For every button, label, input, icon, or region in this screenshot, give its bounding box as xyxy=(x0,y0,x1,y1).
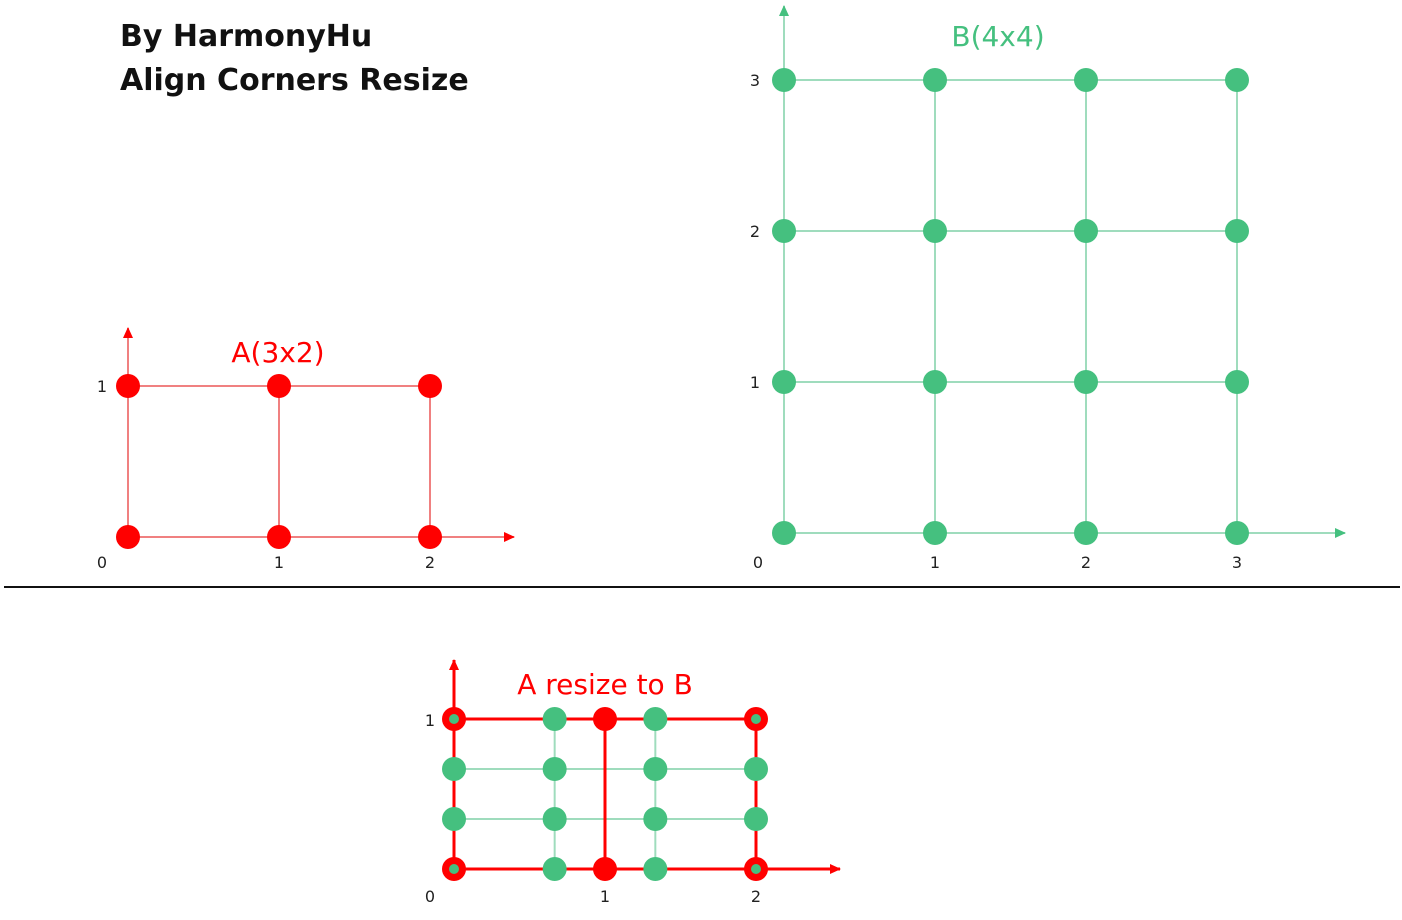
grid_resize-b-point xyxy=(744,807,768,831)
grid_resize-b-point xyxy=(542,707,567,731)
grid-a: 0 1 2 1 A(3x2) xyxy=(97,327,515,572)
grid_a-y-tick: 1 xyxy=(97,377,107,396)
grid_resize-x-tick: 2 xyxy=(751,887,761,906)
grid-b-axes xyxy=(779,5,1346,538)
diagram-title: Align Corners Resize xyxy=(120,63,469,98)
grid_b-point xyxy=(1074,68,1098,92)
grid-b-lines xyxy=(784,79,1238,533)
grid_b-point xyxy=(772,521,796,545)
grid_resize-b-point xyxy=(643,857,668,881)
grid_resize-b-point xyxy=(643,807,668,831)
grid-a-axes xyxy=(123,327,515,542)
grid_b-x-tick: 1 xyxy=(930,553,940,572)
grid-a-ticks: 0 1 2 1 xyxy=(97,377,435,572)
grid_a-x-tick: 1 xyxy=(274,553,284,572)
grid_b-point xyxy=(923,68,947,92)
grid_resize-b-point xyxy=(542,757,567,781)
grid_resize-x-tick: 1 xyxy=(600,887,610,906)
grid-resize-ticks: 0 1 2 1 xyxy=(425,711,761,906)
grid-a-dots xyxy=(116,374,442,549)
grid_b-y-tick: 2 xyxy=(750,222,760,241)
author-title: By HarmonyHu xyxy=(120,19,372,54)
grid-resize: 0 1 2 1 A resize to B xyxy=(425,659,841,906)
grid_b-point xyxy=(1225,521,1249,545)
grid_b-y-tick: 1 xyxy=(750,373,760,392)
grid_a-point xyxy=(267,374,291,398)
grid_b-point xyxy=(772,370,796,394)
header: By HarmonyHu Align Corners Resize xyxy=(120,19,469,98)
grid-resize-dots xyxy=(442,707,768,881)
grid_b-point xyxy=(772,219,796,243)
grid_b-y-tick: 3 xyxy=(750,71,760,90)
grid_b-point xyxy=(1074,521,1098,545)
grid-a-label: A(3x2) xyxy=(231,336,324,369)
grid_resize-b-point xyxy=(751,864,761,874)
grid_b-point xyxy=(1225,68,1249,92)
grid_b-point xyxy=(1074,370,1098,394)
grid_resize-y-tick: 1 xyxy=(425,711,435,730)
grid_b-point xyxy=(1225,219,1249,243)
grid_a-point xyxy=(418,525,442,549)
grid_resize-b-point xyxy=(643,707,668,731)
grid_resize-x-tick: 0 xyxy=(425,887,435,906)
grid_resize-b-point xyxy=(643,757,668,781)
grid_b-point xyxy=(1074,219,1098,243)
grid_b-x-tick: 0 xyxy=(753,553,763,572)
grid_b-point xyxy=(1225,370,1249,394)
grid_a-point xyxy=(267,525,291,549)
grid_b-point xyxy=(772,68,796,92)
grid_a-x-tick: 0 xyxy=(97,553,107,572)
grid_resize-a-point xyxy=(593,707,617,731)
grid_resize-a-point xyxy=(593,857,617,881)
grid-a-lines xyxy=(128,385,431,537)
grid-resize-lines xyxy=(454,717,758,869)
grid-b-label: B(4x4) xyxy=(951,20,1044,53)
grid-b-dots xyxy=(772,68,1249,545)
grid_resize-b-point xyxy=(449,864,459,874)
grid_a-x-tick: 2 xyxy=(425,553,435,572)
grid_resize-b-point xyxy=(542,807,567,831)
grid_b-point xyxy=(923,219,947,243)
grid_a-point xyxy=(116,525,140,549)
grid_resize-b-point xyxy=(449,714,459,724)
grid_a-point xyxy=(418,374,442,398)
grid_resize-b-point xyxy=(542,857,567,881)
grid-resize-label: A resize to B xyxy=(517,668,693,701)
grid_a-point xyxy=(116,374,140,398)
grid_b-point xyxy=(923,370,947,394)
grid_resize-b-point xyxy=(442,807,466,831)
grid-b: 0 1 2 3 1 2 3 B(4x4) xyxy=(750,5,1346,572)
grid-b-ticks: 0 1 2 3 1 2 3 xyxy=(750,71,1242,572)
grid_b-x-tick: 2 xyxy=(1081,553,1091,572)
grid_resize-b-point xyxy=(442,757,466,781)
grid_resize-b-point xyxy=(744,757,768,781)
grid_b-x-tick: 3 xyxy=(1232,553,1242,572)
grid_resize-b-point xyxy=(751,714,761,724)
grid_b-point xyxy=(923,521,947,545)
